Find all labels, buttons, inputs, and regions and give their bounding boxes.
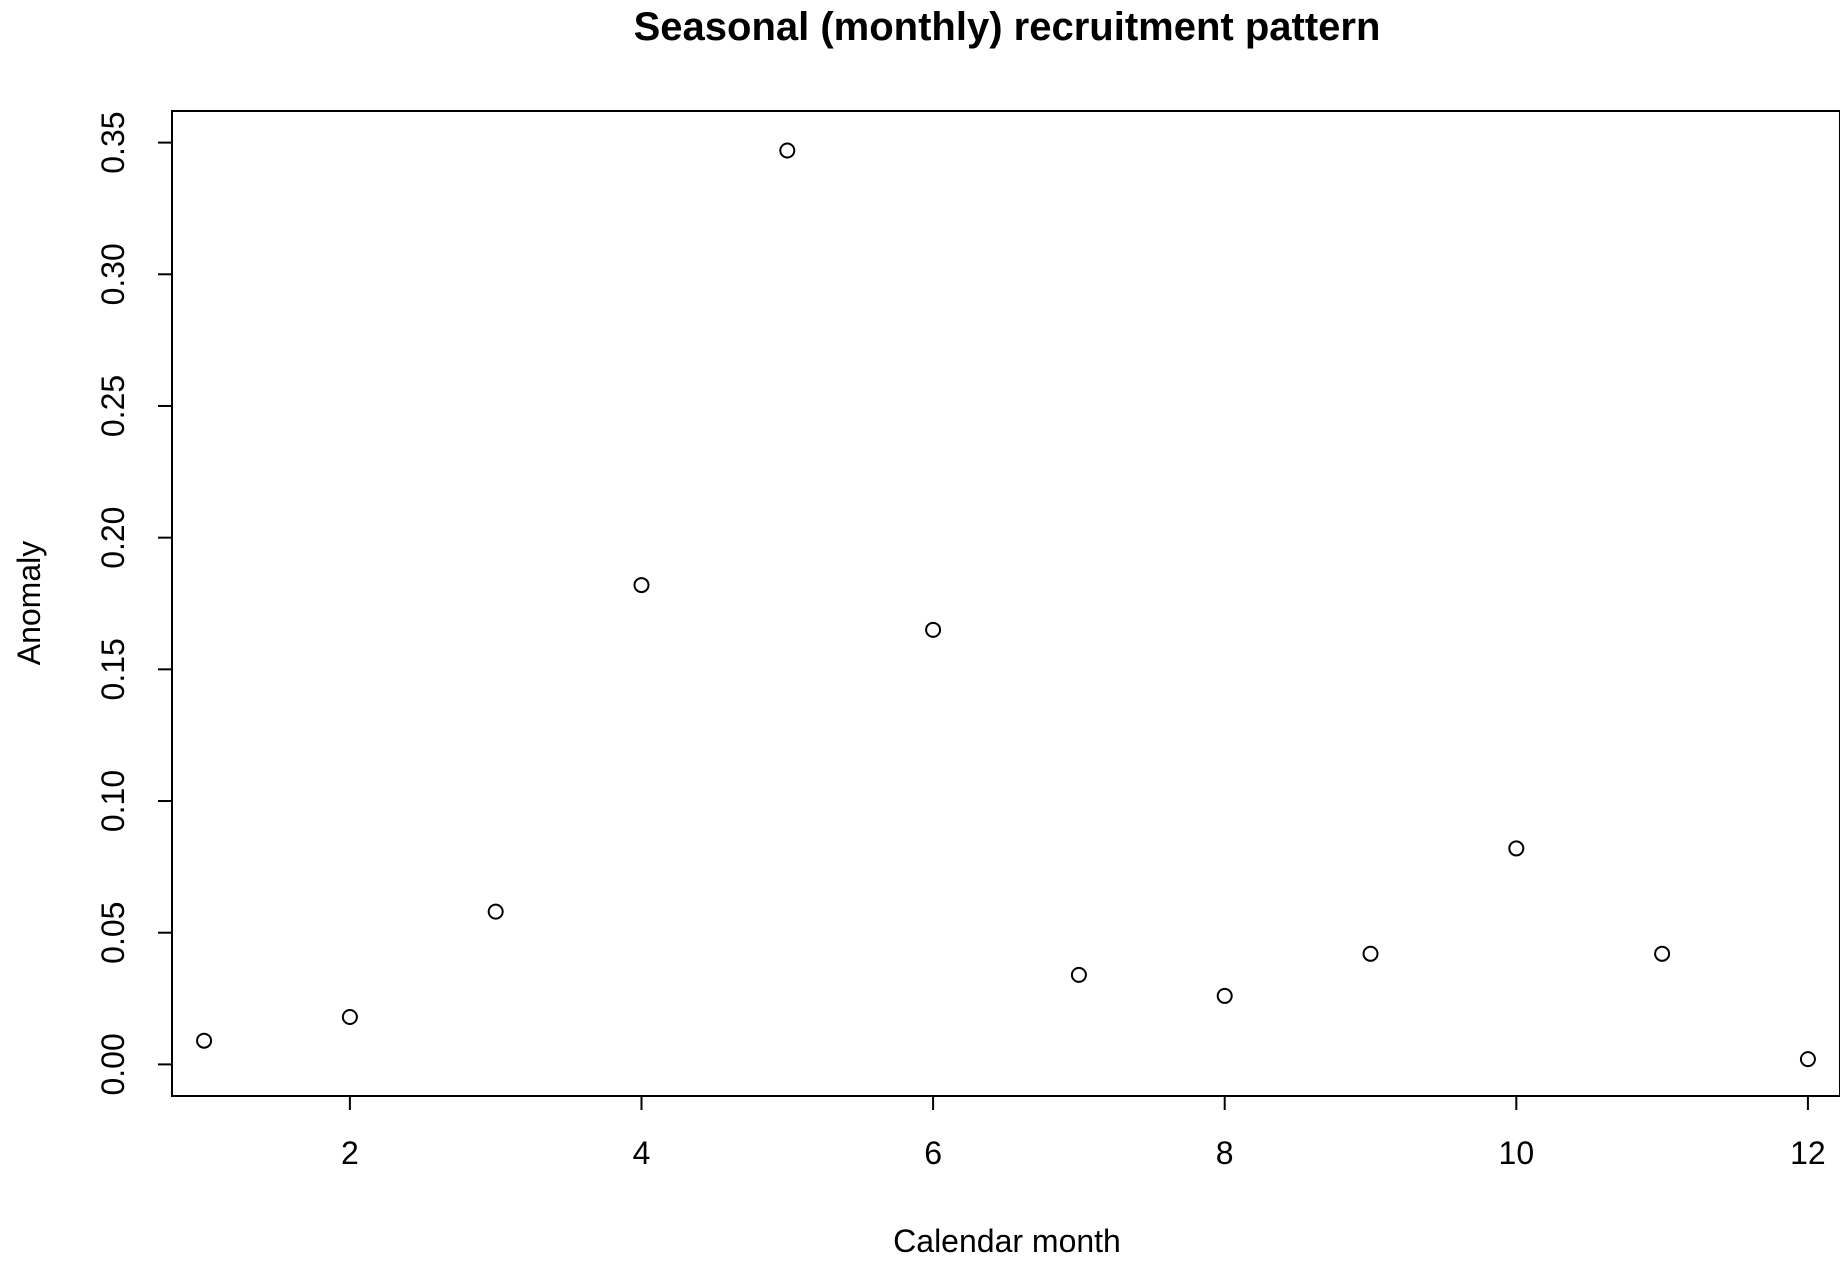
data-point bbox=[1654, 945, 1671, 962]
x-tick-label: 10 bbox=[1499, 1135, 1535, 1171]
x-tick-label: 2 bbox=[341, 1135, 359, 1171]
x-tick-label: 4 bbox=[633, 1135, 651, 1171]
plot-frame bbox=[171, 110, 1840, 1097]
x-axis: 2 4 6 8 10 12 bbox=[341, 1095, 1826, 1171]
y-tick-label: 0.05 bbox=[95, 902, 131, 964]
y-tick-label: 0.00 bbox=[95, 1033, 131, 1095]
chart-title: Seasonal (monthly) recruitment pattern bbox=[634, 5, 1381, 49]
x-tick-label: 12 bbox=[1790, 1135, 1826, 1171]
x-tick-label: 8 bbox=[1216, 1135, 1234, 1171]
data-point bbox=[341, 1008, 358, 1025]
data-point bbox=[779, 142, 796, 159]
data-point bbox=[633, 577, 650, 594]
data-point bbox=[1799, 1051, 1816, 1068]
data-point bbox=[196, 1032, 213, 1049]
y-tick-label: 0.10 bbox=[95, 770, 131, 832]
x-tick-label: 6 bbox=[924, 1135, 942, 1171]
y-axis: 0.00 0.05 0.10 0.15 0.20 0.25 0.30 0.35 bbox=[95, 111, 173, 1096]
data-point bbox=[925, 621, 942, 638]
data-point bbox=[1216, 987, 1233, 1004]
y-tick-label: 0.30 bbox=[95, 243, 131, 305]
data-points bbox=[196, 142, 1816, 1068]
y-tick-label: 0.25 bbox=[95, 375, 131, 437]
data-point bbox=[1362, 945, 1379, 962]
y-tick-label: 0.35 bbox=[95, 111, 131, 173]
y-tick-label: 0.15 bbox=[95, 638, 131, 700]
data-point bbox=[1508, 840, 1525, 857]
data-point bbox=[487, 903, 504, 920]
y-axis-label: Anomaly bbox=[11, 541, 47, 666]
x-axis-label: Calendar month bbox=[893, 1223, 1121, 1259]
y-tick-label: 0.20 bbox=[95, 507, 131, 569]
data-point bbox=[1070, 966, 1087, 983]
